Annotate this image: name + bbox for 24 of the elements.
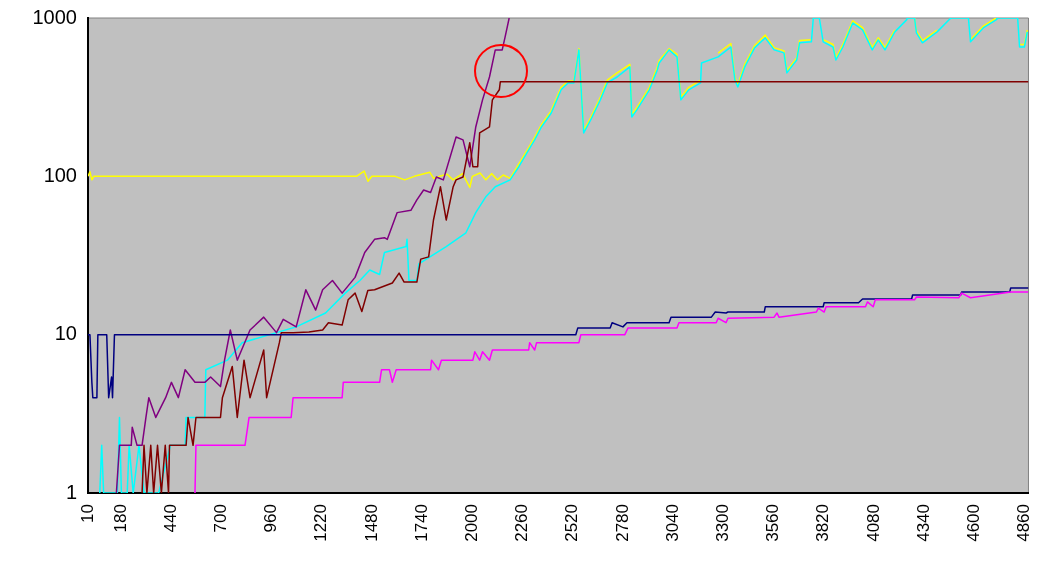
x-tick-label: 2000 [461,504,481,542]
x-tick-label: 4600 [964,504,984,542]
x-tick-label: 3300 [713,504,733,542]
x-tick-label: 4340 [913,504,933,542]
y-tick-label: 10 [54,322,77,345]
x-tick-label: 4860 [1014,504,1034,542]
x-tick-label: 440 [160,504,180,533]
y-tick-label: 100 [43,163,77,186]
x-tick-label: 3040 [662,504,682,542]
x-tick-label: 10 [77,504,97,523]
x-tick-label: 700 [210,504,230,533]
x-tick-label: 2780 [612,504,632,542]
x-tick-label: 960 [261,504,281,533]
x-tick-label: 1740 [411,504,431,542]
x-tick-label: 1480 [361,504,381,542]
x-tick-label: 4080 [863,504,883,542]
x-tick-label: 3820 [813,504,833,542]
y-tick-label: 1000 [32,5,77,28]
y-tick-label: 1 [65,480,77,503]
x-tick-label: 2260 [512,504,532,542]
x-tick-label: 3560 [763,504,783,542]
x-tick-label: 180 [110,504,130,533]
x-tick-label: 2520 [562,504,582,542]
x-tick-label: 1220 [311,504,331,542]
